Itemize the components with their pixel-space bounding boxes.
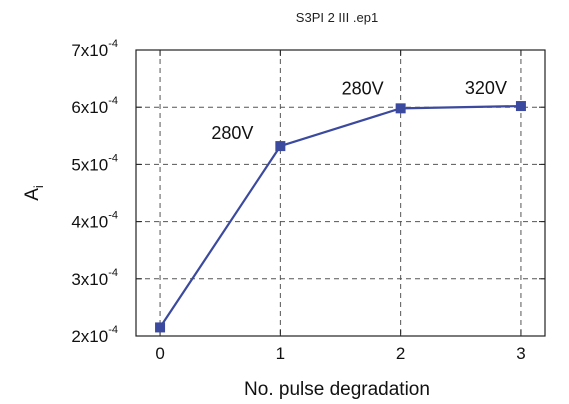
y-tick-label: 5x10-4 xyxy=(71,152,118,174)
series-line xyxy=(159,104,521,329)
annotation-label: 280V xyxy=(211,123,253,143)
y-axis-label: Ai xyxy=(22,185,46,201)
x-tick-label: 3 xyxy=(516,344,525,363)
series xyxy=(155,101,526,333)
x-axis-label: No. pulse degradation xyxy=(244,379,430,400)
plot-frame xyxy=(135,49,546,337)
y-tick-label: 2x10-4 xyxy=(71,324,118,346)
data-point xyxy=(155,322,166,333)
y-axis-label-main: A xyxy=(22,188,43,201)
y-axis-ticks: 2x10-4 3x10-4 4x10-4 5x10-4 6x10-4 7x10-4 xyxy=(71,38,545,346)
y-tick-label: 4x10-4 xyxy=(71,210,118,232)
data-point xyxy=(275,141,286,152)
chart-title: S3PI 2 III .ep1 xyxy=(296,10,378,25)
y-tick-label: 3x10-4 xyxy=(71,267,118,289)
annotations: 280V 280V 320V xyxy=(211,78,507,143)
x-tick-label: 1 xyxy=(276,344,285,363)
annotation-label: 320V xyxy=(465,78,507,98)
data-point xyxy=(515,101,526,112)
x-tick-label: 0 xyxy=(155,344,164,363)
grid xyxy=(136,50,545,336)
svg-text:Ai: Ai xyxy=(22,185,46,201)
data-point xyxy=(395,103,406,114)
y-axis-label-sub: i xyxy=(31,185,46,188)
x-tick-label: 2 xyxy=(396,344,405,363)
annotation-label: 280V xyxy=(342,78,384,98)
y-tick-label: 7x10-4 xyxy=(71,38,118,60)
y-tick-label: 6x10-4 xyxy=(71,95,118,117)
